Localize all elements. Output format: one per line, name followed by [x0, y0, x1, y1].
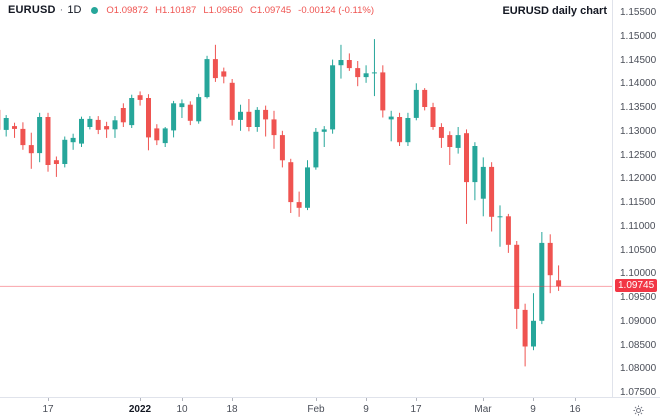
price-axis-label: 1.11000: [620, 221, 656, 232]
time-axis-tick: [366, 398, 367, 401]
price-axis-label: 1.13000: [620, 126, 657, 137]
price-axis-label: 1.12000: [620, 173, 657, 184]
time-axis-tick: [533, 398, 534, 401]
time-axis-label: 17: [42, 404, 54, 415]
time-axis-label: 9: [363, 404, 369, 415]
current-price-badge: 1.09745: [615, 279, 658, 292]
gear-icon[interactable]: [633, 403, 644, 419]
time-axis[interactable]: 17 2022 10 18 Feb 9 17 Mar 9 16: [0, 397, 660, 419]
time-axis-label: 18: [226, 404, 238, 415]
ohlc-high: H1.10187: [155, 4, 197, 16]
price-axis[interactable]: 1.09745 1.15500 1.15000 1.14500 1.14000 1.13…: [612, 0, 660, 398]
chart-title-label: EURUSD daily chart: [502, 5, 607, 17]
time-axis-tick: [483, 398, 484, 401]
price-axis-label: 1.10500: [620, 245, 657, 256]
time-axis-tick: [316, 398, 317, 401]
time-axis-tick: [416, 398, 417, 401]
candlestick-svg[interactable]: [0, 0, 612, 397]
price-axis-label: 1.12500: [620, 150, 657, 161]
price-axis-label: 1.07500: [620, 387, 657, 398]
price-axis-label: 1.09500: [620, 292, 657, 303]
price-axis-label: 1.15500: [620, 7, 657, 18]
price-axis-label: 1.14500: [620, 55, 657, 66]
price-axis-label: 1.15000: [620, 31, 657, 42]
time-axis-label: 16: [569, 404, 581, 415]
price-axis-label: 1.08500: [620, 340, 657, 351]
time-axis-tick: [48, 398, 49, 401]
time-axis-tick: [575, 398, 576, 401]
time-axis-tick: [182, 398, 183, 401]
time-axis-label: 2022: [128, 404, 152, 415]
price-axis-label: 1.11500: [620, 197, 656, 208]
price-axis-label: 1.09000: [620, 316, 657, 327]
market-status-dot-icon: [91, 6, 99, 14]
ohlc-open: O1.09872: [106, 4, 149, 16]
chart-pane[interactable]: EURUSD · 1D O1.09872 H1.10187 L1.09650 C…: [0, 0, 612, 397]
symbol-header: EURUSD · 1D O1.09872 H1.10187 L1.09650 C…: [8, 4, 374, 16]
ohlc-readout: O1.09872 H1.10187 L1.09650 C1.09745 -0.0…: [106, 5, 374, 16]
time-axis-label: Mar: [474, 404, 492, 415]
price-axis-label: 1.13500: [620, 102, 657, 113]
ohlc-low: L1.09650: [203, 4, 243, 16]
symbol-name: EURUSD: [8, 4, 56, 16]
time-axis-label: Feb: [307, 404, 325, 415]
time-axis-tick: [232, 398, 233, 401]
ohlc-change: -0.00124 (-0.11%): [298, 4, 375, 16]
price-axis-label: 1.08000: [620, 363, 657, 374]
ohlc-close: C1.09745: [249, 4, 292, 16]
time-axis-label: 10: [176, 404, 188, 415]
price-axis-label: 1.14000: [620, 78, 657, 89]
separator: ·: [59, 4, 64, 16]
time-axis-label: 9: [530, 404, 536, 415]
timeframe-label: 1D: [67, 4, 82, 16]
time-axis-label: 17: [410, 404, 422, 415]
price-axis-label: 1.10000: [620, 268, 657, 279]
time-axis-tick: [140, 398, 141, 401]
